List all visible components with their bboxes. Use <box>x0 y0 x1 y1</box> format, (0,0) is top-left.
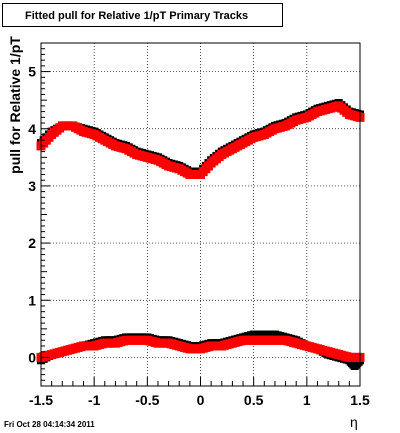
x-tick-label: 1.5 <box>350 392 370 408</box>
x-tick-label: 0.5 <box>244 392 264 408</box>
grid-lines <box>41 43 360 386</box>
y-tick-label: 3 <box>28 178 36 194</box>
y-tick-label: 4 <box>28 121 36 137</box>
y-tick-label: 1 <box>28 292 36 308</box>
x-tick-label: -0.5 <box>135 392 159 408</box>
chart-title-box: Fitted pull for Relative 1/pT Primary Tr… <box>2 3 283 27</box>
footer-date: Fri Oct 28 04:14:34 2011 <box>4 420 95 429</box>
y-tick-label: 2 <box>28 235 36 251</box>
chart-title: Fitted pull for Relative 1/pT Primary Tr… <box>25 10 249 22</box>
y-axis-label: pull for Relative 1/pT <box>7 36 23 174</box>
axes-layer <box>40 42 361 387</box>
tick-labels: -1.5 -1 -0.5 0 0.5 1 1.5 0 1 2 3 4 5 <box>28 64 370 408</box>
x-tick-label: 0 <box>197 392 205 408</box>
y-tick-label: 0 <box>28 349 36 365</box>
x-tick-label: 1 <box>303 392 311 408</box>
x-axis-label: η <box>350 414 358 430</box>
x-tick-label: -1.5 <box>29 392 53 408</box>
x-tick-label: -1 <box>88 392 101 408</box>
series-3 <box>36 335 365 362</box>
y-tick-label: 5 <box>28 64 36 80</box>
series-layer <box>36 99 365 370</box>
series-1 <box>36 101 365 179</box>
